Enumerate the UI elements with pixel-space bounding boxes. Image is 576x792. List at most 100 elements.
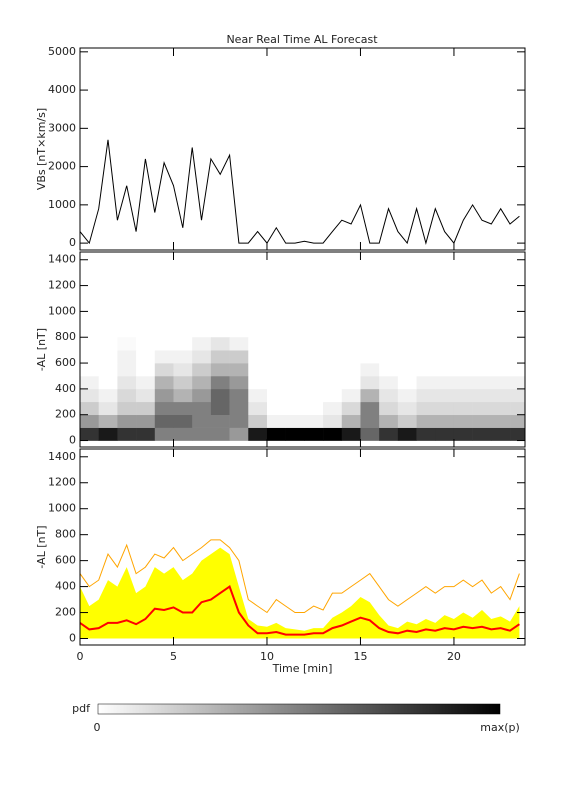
heat-cell bbox=[510, 388, 525, 403]
heat-cell bbox=[435, 350, 455, 364]
heat-cell bbox=[453, 414, 473, 428]
heat-cell bbox=[136, 337, 156, 351]
heat-cell bbox=[416, 427, 436, 441]
y-tick-label: 1400 bbox=[48, 253, 76, 266]
heat-cell bbox=[80, 350, 99, 364]
heat-cell bbox=[453, 427, 473, 441]
heat-cell bbox=[341, 414, 361, 428]
heat-cell bbox=[360, 388, 380, 403]
heat-cell bbox=[304, 414, 324, 428]
y-tick-label: 0 bbox=[69, 434, 76, 447]
heat-cell bbox=[397, 401, 417, 416]
heat-cell bbox=[80, 414, 99, 428]
y-tick-label: 1200 bbox=[48, 279, 76, 292]
heat-cell bbox=[248, 350, 268, 364]
heat-cell bbox=[285, 414, 305, 428]
heat-cell bbox=[472, 388, 492, 403]
heat-cell bbox=[192, 375, 212, 390]
heat-cell bbox=[360, 427, 380, 441]
heat-cell bbox=[285, 427, 305, 441]
y-tick-label: 200 bbox=[55, 408, 76, 421]
heat-cell bbox=[173, 375, 193, 390]
heat-cell bbox=[285, 337, 305, 351]
heat-cell bbox=[154, 414, 174, 428]
heat-cell bbox=[304, 388, 324, 403]
heat-cell bbox=[117, 401, 137, 416]
heat-cell bbox=[435, 363, 455, 377]
heat-cell bbox=[435, 427, 455, 441]
y-tick-label: 2000 bbox=[48, 160, 76, 173]
x-tick-label: 0 bbox=[77, 650, 84, 663]
heat-cell bbox=[304, 427, 324, 441]
heat-cell bbox=[323, 350, 343, 364]
heat-cell bbox=[491, 350, 511, 364]
heat-cell bbox=[266, 350, 286, 364]
heat-cell bbox=[304, 375, 324, 390]
y-tick-label: 5000 bbox=[48, 45, 76, 58]
x-tick-label: 5 bbox=[170, 650, 177, 663]
heat-cell bbox=[397, 350, 417, 364]
heat-cell bbox=[510, 363, 525, 377]
heat-cell bbox=[472, 337, 492, 351]
heat-cell bbox=[379, 388, 399, 403]
y-tick-label: 1000 bbox=[48, 502, 76, 515]
heat-cell bbox=[117, 414, 137, 428]
heat-cell bbox=[379, 427, 399, 441]
heat-cell bbox=[80, 337, 99, 351]
line bbox=[80, 139, 520, 246]
heat-cell bbox=[472, 350, 492, 364]
heat-cell bbox=[210, 427, 230, 441]
heat-cell bbox=[192, 337, 212, 351]
heat-cell bbox=[453, 350, 473, 364]
heat-cell bbox=[210, 337, 230, 351]
heat-cell bbox=[379, 350, 399, 364]
axes-frame bbox=[79, 251, 526, 448]
heat-cell bbox=[379, 337, 399, 351]
heat-cell bbox=[173, 337, 193, 351]
heat-cell bbox=[491, 388, 511, 403]
heat-cell bbox=[248, 401, 268, 416]
chart-title: Near Real Time AL Forecast bbox=[226, 33, 378, 46]
heat-cell bbox=[323, 363, 343, 377]
heat-cell bbox=[397, 337, 417, 351]
heat-cell bbox=[472, 375, 492, 390]
heat-cell bbox=[266, 414, 286, 428]
line bbox=[80, 585, 520, 636]
heat-cell bbox=[360, 363, 380, 377]
heat-cell bbox=[266, 401, 286, 416]
heat-cell bbox=[117, 375, 137, 390]
heat-cell bbox=[453, 337, 473, 351]
heat-cell bbox=[510, 414, 525, 428]
y-tick-label: 600 bbox=[55, 554, 76, 567]
heat-cell bbox=[435, 375, 455, 390]
heat-cell bbox=[229, 388, 249, 403]
heat-cell bbox=[510, 401, 525, 416]
y-axis-label: -AL [nT] bbox=[35, 525, 48, 568]
heat-cell bbox=[98, 414, 118, 428]
heat-cell bbox=[323, 401, 343, 416]
y-tick-label: 800 bbox=[55, 528, 76, 541]
heat-cell bbox=[229, 350, 249, 364]
heat-cell bbox=[304, 401, 324, 416]
heat-cell bbox=[98, 401, 118, 416]
heat-cell bbox=[491, 401, 511, 416]
heat-cell bbox=[323, 427, 343, 441]
y-tick-label: 400 bbox=[55, 382, 76, 395]
heat-cell bbox=[397, 427, 417, 441]
area bbox=[80, 547, 520, 639]
heat-cell bbox=[98, 350, 118, 364]
heat-cell bbox=[453, 401, 473, 416]
heat-cell bbox=[416, 363, 436, 377]
heat-cell bbox=[323, 388, 343, 403]
heat-cell bbox=[229, 401, 249, 416]
heat-cell bbox=[173, 401, 193, 416]
heat-cell bbox=[510, 337, 525, 351]
heat-cell bbox=[510, 375, 525, 390]
heat-cell bbox=[98, 375, 118, 390]
heat-cell bbox=[416, 350, 436, 364]
y-tick-label: 1400 bbox=[48, 450, 76, 463]
heat-cell bbox=[136, 350, 156, 364]
heat-cell bbox=[304, 350, 324, 364]
heat-cell bbox=[210, 375, 230, 390]
